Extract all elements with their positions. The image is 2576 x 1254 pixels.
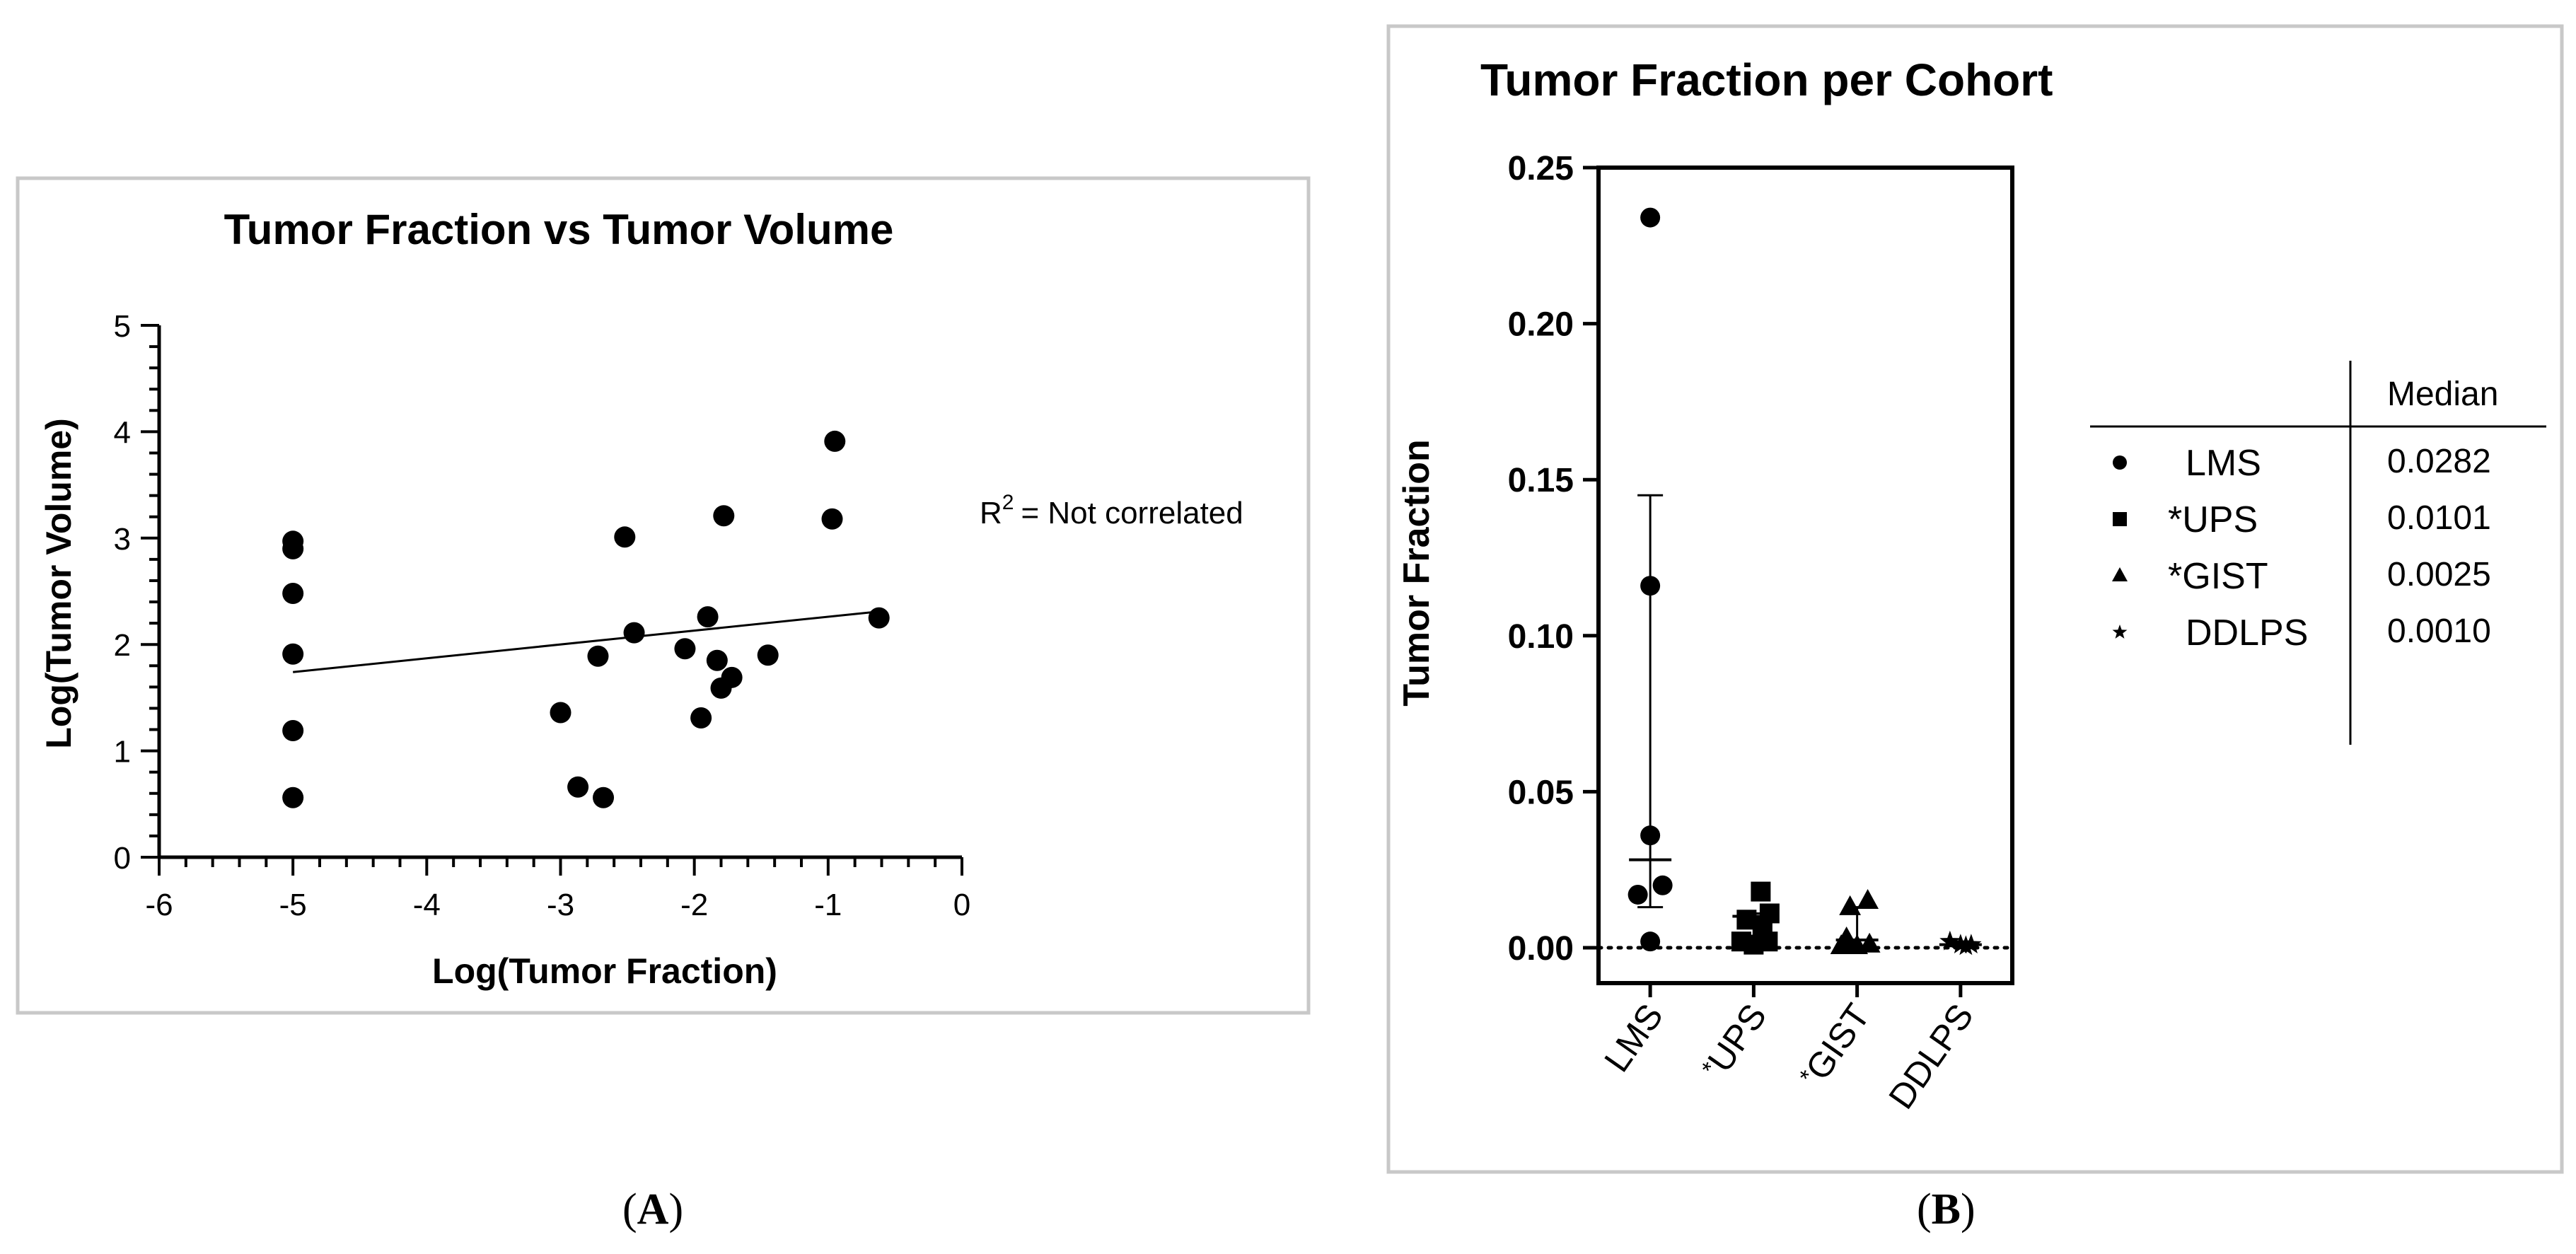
y-tick-label: 0 xyxy=(114,841,131,876)
panel-a-caption: (A) xyxy=(622,1185,683,1235)
scatter-point xyxy=(697,606,719,628)
panel-a-regression-line xyxy=(293,610,879,673)
x-tick-label: -5 xyxy=(279,888,307,922)
caption-open: ( xyxy=(622,1185,637,1233)
scatter-point xyxy=(282,786,304,808)
scatter-point xyxy=(282,720,304,742)
scatter-point xyxy=(674,638,696,660)
x-tick-label: -4 xyxy=(413,888,441,922)
x-tick-label: -1 xyxy=(814,888,842,922)
y-tick-label: 4 xyxy=(114,415,131,450)
scatter-point xyxy=(721,666,743,688)
scatter-point xyxy=(282,583,304,605)
panel-a-frame xyxy=(16,176,1311,1015)
y-tick-label: 1 xyxy=(114,735,131,770)
y-tick-label: 3 xyxy=(114,522,131,557)
regression-line xyxy=(293,610,879,673)
scatter-point xyxy=(614,526,636,548)
x-tick-label: 0 xyxy=(953,888,970,922)
scatter-point xyxy=(821,508,843,530)
scatter-point xyxy=(690,707,712,728)
caption-close: ) xyxy=(1961,1185,1975,1233)
caption-letter: B xyxy=(1931,1185,1961,1233)
scatter-point xyxy=(550,702,572,724)
scatter-point xyxy=(868,607,890,629)
x-tick-label: -3 xyxy=(547,888,574,922)
scatter-point xyxy=(706,649,728,671)
x-tick-label: -6 xyxy=(145,888,173,922)
caption-close: ) xyxy=(668,1185,684,1233)
scatter-point xyxy=(282,538,304,559)
panel-a-data-points xyxy=(282,430,890,808)
caption-letter: A xyxy=(637,1185,669,1233)
panel-a-axes: -6 -5 -4 -3 -2 -1 0 0 1 2 3 4 5 xyxy=(114,309,971,922)
scatter-point xyxy=(757,644,779,666)
scatter-point xyxy=(593,786,615,808)
panel-a-x-axis-label: Log(Tumor Fraction) xyxy=(432,951,777,991)
scatter-point xyxy=(567,776,589,798)
caption-open: ( xyxy=(1917,1185,1932,1233)
scatter-point xyxy=(623,622,645,644)
annotation-superscript: 2 xyxy=(1002,491,1014,514)
panel-a-title: Tumor Fraction vs Tumor Volume xyxy=(224,206,894,253)
panel-b-caption: (B) xyxy=(1917,1185,1975,1235)
scatter-point xyxy=(587,645,609,667)
panel-a-y-axis-label: Log(Tumor Volume) xyxy=(39,418,79,749)
y-tick-label: 2 xyxy=(114,628,131,663)
y-tick-label: 5 xyxy=(114,309,131,344)
panel-a-annotation: R2 = Not correlated xyxy=(980,491,1243,530)
scatter-point xyxy=(282,643,304,665)
scatter-point xyxy=(713,505,735,527)
annotation-text: = Not correlated xyxy=(1021,496,1243,530)
scatter-point xyxy=(824,430,846,452)
x-tick-label: -2 xyxy=(680,888,708,922)
annotation-r: R xyxy=(980,496,1002,530)
